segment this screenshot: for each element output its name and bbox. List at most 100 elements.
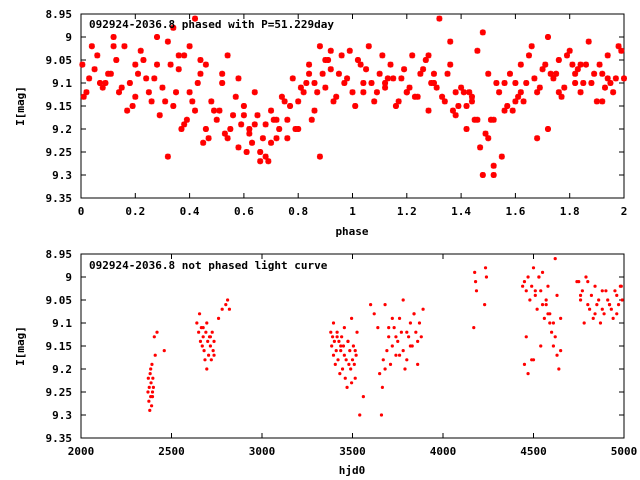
data-point — [399, 330, 403, 334]
data-point — [292, 126, 299, 132]
y-tick-label: 9 — [65, 271, 72, 284]
data-point — [599, 98, 606, 105]
data-point — [97, 80, 104, 86]
data-point — [246, 126, 253, 132]
data-point — [615, 312, 619, 316]
data-point — [569, 61, 576, 68]
data-point — [240, 112, 247, 119]
data-point — [479, 29, 486, 36]
x-tick-label: 1.8 — [560, 205, 580, 218]
y-tick-label: 9.1 — [52, 77, 72, 90]
data-point — [262, 121, 269, 128]
data-point — [327, 47, 334, 54]
data-point — [604, 289, 608, 293]
data-point — [521, 284, 525, 288]
data-point — [401, 66, 408, 73]
data-point — [512, 98, 519, 105]
data-point — [524, 335, 528, 339]
phased-data-points — [79, 15, 627, 178]
unphased-light-curve-panel: 2000 2500 3000 3500 4000 4500 5000 8.95 9 9.05 9.1… — [14, 248, 637, 477]
data-point — [382, 80, 389, 86]
data-point — [192, 107, 199, 114]
data-point — [566, 47, 573, 54]
data-point — [403, 367, 407, 371]
data-point — [224, 135, 231, 142]
data-point — [257, 158, 264, 165]
data-point — [175, 66, 182, 73]
data-point — [597, 298, 601, 302]
y-tick-label: 9.15 — [46, 340, 73, 353]
data-point — [379, 413, 384, 417]
data-point — [540, 270, 545, 274]
data-point — [588, 80, 595, 86]
data-point — [205, 367, 209, 371]
data-point — [466, 89, 473, 96]
data-point — [378, 372, 382, 376]
data-point — [335, 330, 339, 334]
data-point — [175, 52, 182, 59]
data-point — [99, 84, 106, 91]
data-point — [186, 89, 193, 96]
data-point — [548, 312, 552, 316]
data-point — [268, 107, 275, 114]
data-point — [319, 70, 326, 77]
data-point — [447, 61, 454, 68]
data-point — [577, 89, 584, 96]
data-point — [363, 66, 370, 73]
data-point — [181, 52, 188, 59]
data-point — [526, 275, 530, 279]
data-point — [339, 349, 343, 353]
data-point — [563, 52, 570, 59]
data-point — [612, 75, 619, 82]
data-point — [382, 84, 389, 91]
data-point — [533, 293, 537, 297]
data-point — [151, 385, 155, 389]
data-point — [422, 57, 429, 63]
data-point — [337, 339, 341, 343]
data-point — [553, 335, 557, 339]
data-point — [550, 330, 554, 334]
data-point — [183, 116, 190, 123]
data-point — [479, 172, 486, 178]
data-point — [593, 98, 600, 105]
data-point — [262, 153, 269, 160]
data-point — [501, 80, 508, 86]
data-point — [584, 275, 588, 279]
data-point — [156, 112, 163, 119]
data-point — [232, 93, 239, 100]
data-point — [348, 349, 352, 353]
data-point — [600, 307, 604, 311]
data-point — [143, 75, 150, 82]
data-point — [344, 75, 351, 82]
data-point — [224, 52, 231, 59]
data-point — [474, 47, 481, 54]
data-point — [146, 390, 150, 394]
data-point — [86, 75, 93, 82]
data-point — [151, 376, 155, 380]
data-point — [555, 293, 559, 297]
data-point — [534, 135, 541, 142]
data-point — [449, 107, 456, 114]
data-point — [254, 112, 261, 119]
data-point — [331, 353, 336, 357]
data-point — [369, 303, 373, 307]
data-point — [186, 43, 193, 50]
data-point — [610, 89, 617, 96]
data-point — [132, 61, 139, 68]
data-point — [91, 66, 98, 73]
data-point — [380, 385, 384, 389]
x-tick-label: 4500 — [520, 445, 547, 458]
data-point — [596, 61, 603, 68]
data-point — [525, 52, 532, 59]
data-point — [604, 52, 611, 59]
data-point — [390, 75, 397, 82]
data-point — [598, 321, 603, 325]
data-point — [408, 344, 413, 348]
data-point — [335, 335, 339, 339]
data-point — [209, 358, 213, 362]
data-point — [347, 362, 351, 366]
data-point — [416, 362, 420, 366]
data-point — [531, 266, 536, 270]
data-point — [342, 326, 346, 330]
data-point — [551, 321, 556, 325]
